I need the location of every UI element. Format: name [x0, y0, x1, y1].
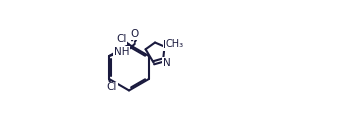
Text: O: O: [131, 29, 139, 39]
Text: CH₃: CH₃: [165, 39, 184, 49]
Text: N: N: [163, 58, 171, 68]
Text: Cl: Cl: [107, 82, 117, 92]
Text: N: N: [163, 40, 171, 50]
Text: Cl: Cl: [116, 34, 127, 44]
Text: NH: NH: [114, 47, 129, 57]
